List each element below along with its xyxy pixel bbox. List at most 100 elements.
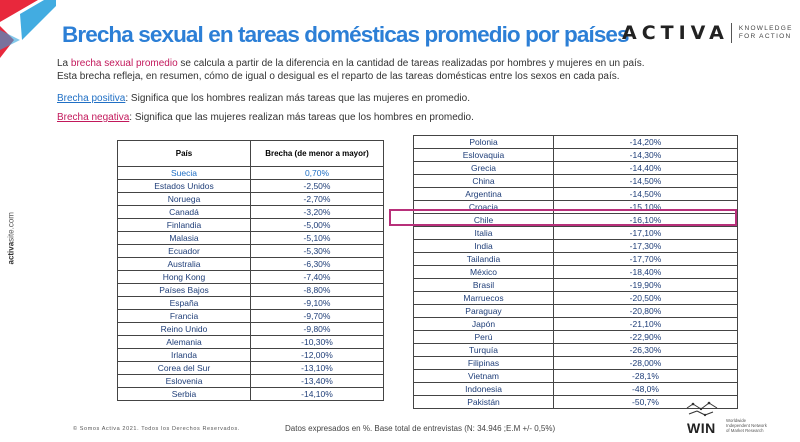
table-row: Eslovenia -13,40%	[117, 374, 384, 388]
side-website-label: activasite.com	[6, 212, 16, 265]
table-row: Italia -17,10%	[413, 226, 738, 240]
country-cell: Finlandia	[117, 218, 251, 232]
country-cell: Francia	[117, 309, 251, 323]
table-row: Reino Unido -9,80%	[117, 322, 384, 336]
table-row: Malasia -5,10%	[117, 231, 384, 245]
brand-divider	[730, 23, 732, 43]
table-row: Estados Unidos -2,50%	[117, 179, 384, 193]
table-row: Tailandia -17,70%	[413, 252, 738, 266]
gap-value-cell: -2,70%	[250, 192, 384, 206]
table-row: Francia -9,70%	[117, 309, 384, 323]
country-cell: Japón	[413, 317, 554, 331]
table-row: Alemania -10,30%	[117, 335, 384, 349]
table-row: Brasil -19,90%	[413, 278, 738, 292]
gap-value-cell: -5,30%	[250, 244, 384, 258]
country-cell: Hong Kong	[117, 270, 251, 284]
table-row: China -14,50%	[413, 174, 738, 188]
table-row: India -17,30%	[413, 239, 738, 253]
brand-tagline: KNOWLEDGE FOR ACTION	[738, 25, 793, 40]
positive-gap-link[interactable]: Brecha positiva	[57, 93, 126, 104]
gap-value-cell: -13,10%	[250, 361, 384, 375]
gap-value-cell: -14,40%	[553, 161, 738, 175]
table-row: Japón -21,10%	[413, 317, 738, 331]
intro-highlight: brecha sexual promedio	[70, 58, 178, 69]
country-cell: Grecia	[413, 161, 554, 175]
corner-logo-shape	[0, 0, 56, 58]
gap-value-cell: -8,80%	[250, 283, 384, 297]
copyright-notice: © Somos Activa 2021. Todos los Derechos …	[73, 426, 240, 432]
gap-value-cell: -26,30%	[553, 343, 738, 357]
table-row: España -9,10%	[117, 296, 384, 310]
data-source-note: Datos expresados en %. Base total de ent…	[285, 424, 556, 433]
gap-value-cell: -17,30%	[553, 239, 738, 253]
gap-value-cell: -9,70%	[250, 309, 384, 323]
table-row: Vietnam -28,1%	[413, 369, 738, 383]
table-row: Turquía -26,30%	[413, 343, 738, 357]
table-row: Pakistán -50,7%	[413, 395, 738, 409]
table-row: Países Bajos -8,80%	[117, 283, 384, 297]
gap-value-cell: -14,50%	[553, 174, 738, 188]
gap-value-cell: -2,50%	[250, 179, 384, 193]
win-logo: WIN Worldwide Independent Network of Mar…	[683, 400, 767, 436]
column-header-gap: Brecha (de menor a mayor)	[250, 140, 384, 167]
country-cell: México	[413, 265, 554, 279]
definition-negative: Brecha negativa: Significa que las mujer…	[57, 112, 474, 123]
country-cell: Eslovenia	[117, 374, 251, 388]
country-cell: China	[413, 174, 554, 188]
highlight-box-chile	[389, 209, 737, 226]
gap-table-left: País Brecha (de menor a mayor) Suecia 0,7…	[117, 140, 384, 401]
gap-value-cell: -5,00%	[250, 218, 384, 232]
table-row: Argentina -14,50%	[413, 187, 738, 201]
country-cell: Malasia	[117, 231, 251, 245]
table-row: Grecia -14,40%	[413, 161, 738, 175]
gap-value-cell: -19,90%	[553, 278, 738, 292]
gap-value-cell: -50,7%	[553, 395, 738, 409]
country-cell: Estados Unidos	[117, 179, 251, 193]
country-cell: Brasil	[413, 278, 554, 292]
table-row: Australia -6,30%	[117, 257, 384, 271]
country-cell: Alemania	[117, 335, 251, 349]
country-cell: India	[413, 239, 554, 253]
gap-value-cell: -13,40%	[250, 374, 384, 388]
negative-gap-link[interactable]: Brecha negativa	[57, 112, 130, 123]
country-cell: España	[117, 296, 251, 310]
gap-value-cell: -14,20%	[553, 135, 738, 149]
gap-value-cell: 0,70%	[250, 166, 384, 180]
country-cell: Países Bajos	[117, 283, 251, 297]
gap-value-cell: -17,10%	[553, 226, 738, 240]
country-cell: Indonesia	[413, 382, 554, 396]
country-cell: Pakistán	[413, 395, 554, 409]
gap-value-cell: -22,90%	[553, 330, 738, 344]
table-row: Indonesia -48,0%	[413, 382, 738, 396]
country-cell: Suecia	[117, 166, 251, 180]
brand-name: ACTIVA	[622, 22, 729, 44]
table-row: Marruecos -20,50%	[413, 291, 738, 305]
column-header-country: País	[117, 140, 251, 167]
country-cell: Paraguay	[413, 304, 554, 318]
gap-value-cell: -21,10%	[553, 317, 738, 331]
country-cell: Serbia	[117, 387, 251, 401]
country-cell: Tailandia	[413, 252, 554, 266]
country-cell: Reino Unido	[117, 322, 251, 336]
table-row: Hong Kong -7,40%	[117, 270, 384, 284]
gap-value-cell: -6,30%	[250, 257, 384, 271]
gap-value-cell: -5,10%	[250, 231, 384, 245]
country-cell: Marruecos	[413, 291, 554, 305]
country-cell: Filipinas	[413, 356, 554, 370]
country-cell: Canadá	[117, 205, 251, 219]
page-title: Brecha sexual en tareas domésticas prome…	[62, 22, 630, 47]
gap-value-cell: -7,40%	[250, 270, 384, 284]
table-row: Eslovaquia -14,30%	[413, 148, 738, 162]
gap-table-right: Polonia -14,20% Eslovaquia -14,30% Grecia -14…	[413, 135, 738, 409]
country-cell: Italia	[413, 226, 554, 240]
table-row: Perú -22,90%	[413, 330, 738, 344]
win-description: Worldwide Independent Network of Market …	[726, 418, 767, 434]
country-cell: Irlanda	[117, 348, 251, 362]
win-globe-icon	[686, 401, 718, 417]
gap-value-cell: -10,30%	[250, 335, 384, 349]
table-row: Suecia 0,70%	[117, 166, 384, 180]
gap-value-cell: -3,20%	[250, 205, 384, 219]
definition-positive: Brecha positiva: Significa que los hombr…	[57, 93, 470, 104]
table-row: México -18,40%	[413, 265, 738, 279]
gap-value-cell: -14,50%	[553, 187, 738, 201]
